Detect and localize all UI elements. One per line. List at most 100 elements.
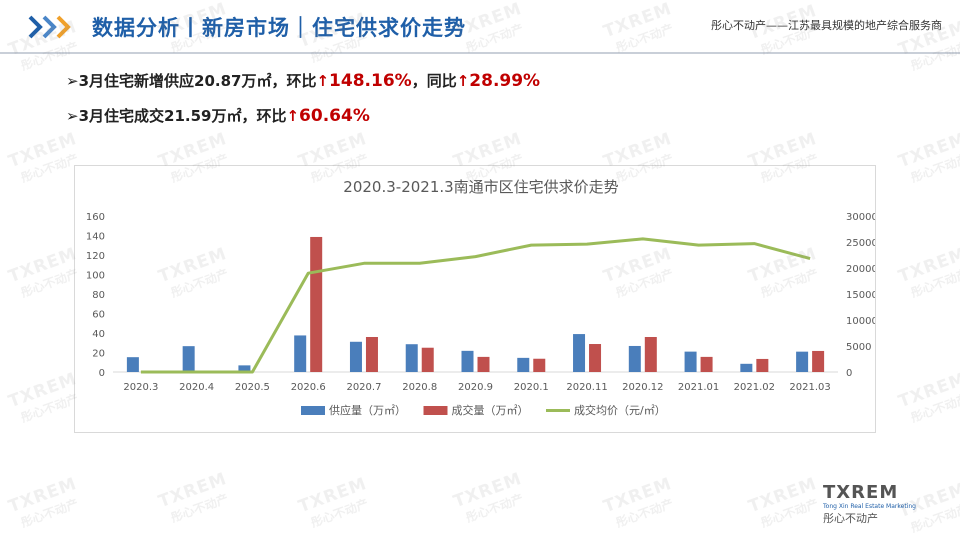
watermark-subtext: 彤心不动产	[168, 491, 231, 526]
x-tick-label: 2021.02	[734, 382, 775, 393]
logo-text: TXREM	[823, 482, 899, 503]
mom-change-value: 148.16%	[329, 71, 412, 91]
summary-bullet-supply: ➢3月住宅新增供应20.87万㎡，环比↑148.16%，同比↑28.99%	[66, 70, 540, 91]
header: 数据分析丨新房市场｜住宅供求价走势 彤心不动产——江苏最具规模的地产综合服务商	[0, 0, 960, 56]
bar-deal	[421, 347, 434, 372]
legend-swatch	[301, 406, 325, 415]
watermark-subtext: 彤心不动产	[908, 151, 960, 186]
y-right-tick-label: 25000	[846, 238, 875, 249]
bullet-text: 3月住宅成交21.59万㎡，环比	[78, 107, 287, 125]
y-left-tick-label: 140	[86, 232, 105, 243]
header-divider	[0, 52, 960, 54]
y-left-tick-label: 100	[86, 271, 105, 282]
x-tick-label: 2020.7	[346, 382, 381, 393]
mom-change-value: 60.64%	[299, 106, 370, 126]
watermark-text: TXREM	[5, 473, 80, 518]
bar-deal	[700, 356, 713, 372]
watermark-text: TXREM	[5, 243, 80, 288]
logo-cn-name: 彤心不动产	[823, 512, 878, 525]
x-tick-label: 2021.01	[678, 382, 719, 393]
x-tick-label: 2020.5	[235, 382, 270, 393]
watermark-text: TXREM	[895, 243, 960, 288]
watermark-subtext: 彤心不动产	[18, 496, 81, 531]
x-tick-label: 2020.12	[622, 382, 663, 393]
logo-subtitle: Tong Xin Real Estate Marketing	[823, 503, 916, 510]
bar-deal	[365, 336, 378, 372]
header-slogan: 彤心不动产——江苏最具规模的地产综合服务商	[711, 19, 942, 32]
bar-deal	[533, 358, 546, 372]
y-right-tick-label: 10000	[846, 316, 875, 327]
y-left-tick-label: 40	[92, 329, 105, 340]
line-avg-price	[140, 237, 811, 374]
legend-label: 成交均价（元/㎡）	[574, 403, 666, 417]
bar-deal	[644, 336, 657, 372]
watermark-text: TXREM	[895, 368, 960, 413]
y-right-tick-label: 15000	[846, 290, 875, 301]
chart-title: 2020.3-2021.3南通市区住宅供求价走势	[343, 178, 618, 196]
y-right-tick-label: 5000	[846, 342, 871, 353]
bar-supply	[517, 357, 530, 372]
x-tick-label: 2020.3	[123, 382, 158, 393]
summary-bullet-deal: ➢3月住宅成交21.59万㎡，环比↑60.64%	[66, 105, 370, 126]
company-logo: TXREM Tong Xin Real Estate Marketing 彤心不…	[823, 482, 943, 532]
bar-supply	[349, 341, 362, 372]
y-left-tick-label: 60	[92, 310, 105, 321]
watermark-text: TXREM	[295, 473, 370, 518]
watermark-subtext: 彤心不动产	[908, 266, 960, 301]
bar-supply	[182, 346, 195, 372]
bar-supply	[294, 335, 307, 372]
arrow-up-icon: ↑	[316, 72, 330, 90]
x-tick-label: 2020.1	[514, 382, 549, 393]
x-tick-label: 2020.8	[402, 382, 437, 393]
watermark-subtext: 彤心不动产	[758, 496, 821, 531]
legend-label: 供应量（万㎡）	[329, 403, 406, 417]
bullet-text: 3月住宅新增供应20.87万㎡，环比	[78, 72, 317, 90]
watermark-subtext: 彤心不动产	[308, 496, 371, 531]
combo-chart: 2020.3-2021.3南通市区住宅供求价走势 0 20 40 60 80 100 120…	[86, 178, 878, 417]
watermark-text: TXREM	[5, 368, 80, 413]
arrow-up-icon: ↑	[286, 107, 300, 125]
chart-container: 2020.3-2021.3南通市区住宅供求价走势 0 20 40 60 80 100 120…	[74, 165, 878, 433]
bar-deal	[756, 358, 769, 372]
bullet-marker: ➢	[66, 107, 79, 125]
watermark-text: TXREM	[155, 468, 230, 513]
yoy-change-value: 28.99%	[469, 71, 541, 91]
legend-label: 成交量（万㎡）	[452, 403, 529, 417]
bar-supply	[405, 344, 418, 372]
y-left-tick-label: 0	[99, 368, 105, 379]
page-title: 数据分析丨新房市场｜住宅供求价走势	[92, 16, 466, 40]
bullet-marker: ➢	[66, 72, 79, 90]
y-left-tick-label: 160	[86, 212, 105, 223]
bullet-text-mid: ，同比	[411, 72, 457, 90]
bar-supply	[684, 351, 697, 372]
chevron-right-icon	[28, 15, 71, 39]
watermark-text: TXREM	[450, 468, 525, 513]
bar-supply	[126, 357, 139, 372]
watermark-subtext: 彤心不动产	[908, 391, 960, 426]
y-left-tick-label: 120	[86, 251, 105, 262]
bar-deal	[477, 356, 490, 372]
bar-supply	[628, 345, 641, 372]
watermark-text: TXREM	[745, 473, 820, 518]
bar-deal	[812, 350, 825, 372]
watermark-text: TXREM	[5, 128, 80, 173]
y-right-tick-label: 20000	[846, 264, 875, 275]
watermark-text: TXREM	[895, 128, 960, 173]
y-left-tick-label: 20	[92, 349, 105, 360]
bar-supply	[573, 334, 586, 372]
bar-supply	[461, 350, 474, 372]
watermark-subtext: 彤心不动产	[463, 491, 526, 526]
x-tick-label: 2020.11	[566, 382, 607, 393]
x-tick-label: 2020.9	[458, 382, 493, 393]
bar-supply	[796, 351, 809, 372]
y-right-tick-label: 30000	[846, 212, 875, 223]
y-right-tick-label: 0	[846, 368, 852, 379]
bar-supply	[740, 363, 753, 372]
